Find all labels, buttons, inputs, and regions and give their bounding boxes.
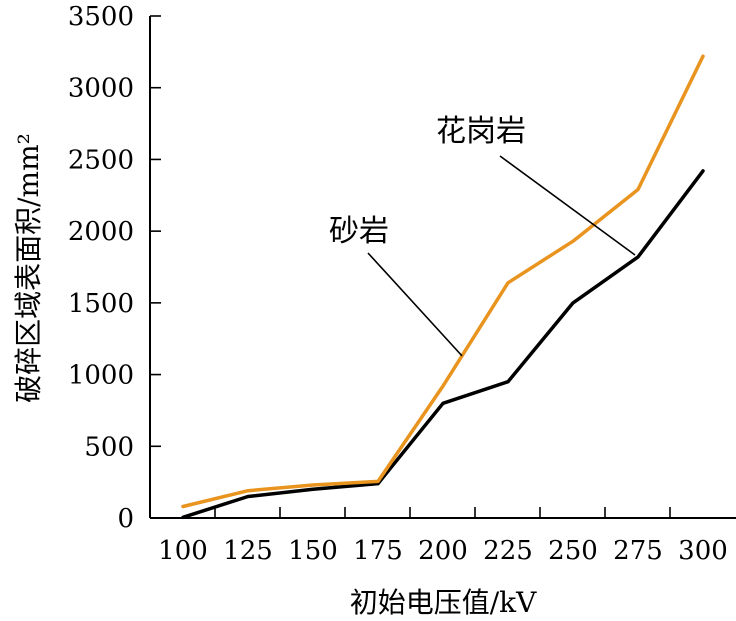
ticks: 0 500 1000 1500 2000 2500 3000 3500 100 125 150 175… [68, 2, 728, 566]
y-axis-title: 破碎区域表面积/mm² [12, 133, 45, 403]
leader-line-granite [499, 155, 636, 256]
axes [149, 16, 736, 519]
x-tick-label: 125 [223, 536, 273, 566]
y-tick-label: 1500 [68, 289, 134, 319]
y-tick-label: 500 [84, 432, 134, 462]
series-lines [181, 54, 705, 520]
x-tick-label: 200 [418, 536, 468, 566]
x-tick-label: 275 [613, 536, 663, 566]
series-label-granite: 花岗岩 [436, 114, 526, 149]
x-tick-label: 150 [288, 536, 338, 566]
y-tick-label: 0 [117, 504, 134, 534]
leader-line-sandstone [367, 252, 463, 357]
y-tick-label: 1000 [68, 361, 134, 391]
series-line-0 [181, 169, 705, 520]
series-label-sandstone: 砂岩 [329, 214, 389, 249]
x-tick-label: 175 [353, 536, 403, 566]
x-tick-label: 225 [483, 536, 533, 566]
x-tick-label: 250 [548, 536, 598, 566]
y-tick-label: 3000 [68, 74, 134, 104]
x-tick-label: 300 [678, 536, 728, 566]
axis-titles: 初始电压值/kV 破碎区域表面积/mm² [12, 133, 537, 619]
series-line-1 [181, 54, 705, 509]
y-tick-label: 2000 [68, 217, 134, 247]
x-tick-label: 100 [158, 536, 208, 566]
x-axis-title: 初始电压值/kV [350, 586, 537, 619]
y-tick-label: 3500 [68, 2, 134, 32]
y-tick-label: 2500 [68, 145, 134, 175]
